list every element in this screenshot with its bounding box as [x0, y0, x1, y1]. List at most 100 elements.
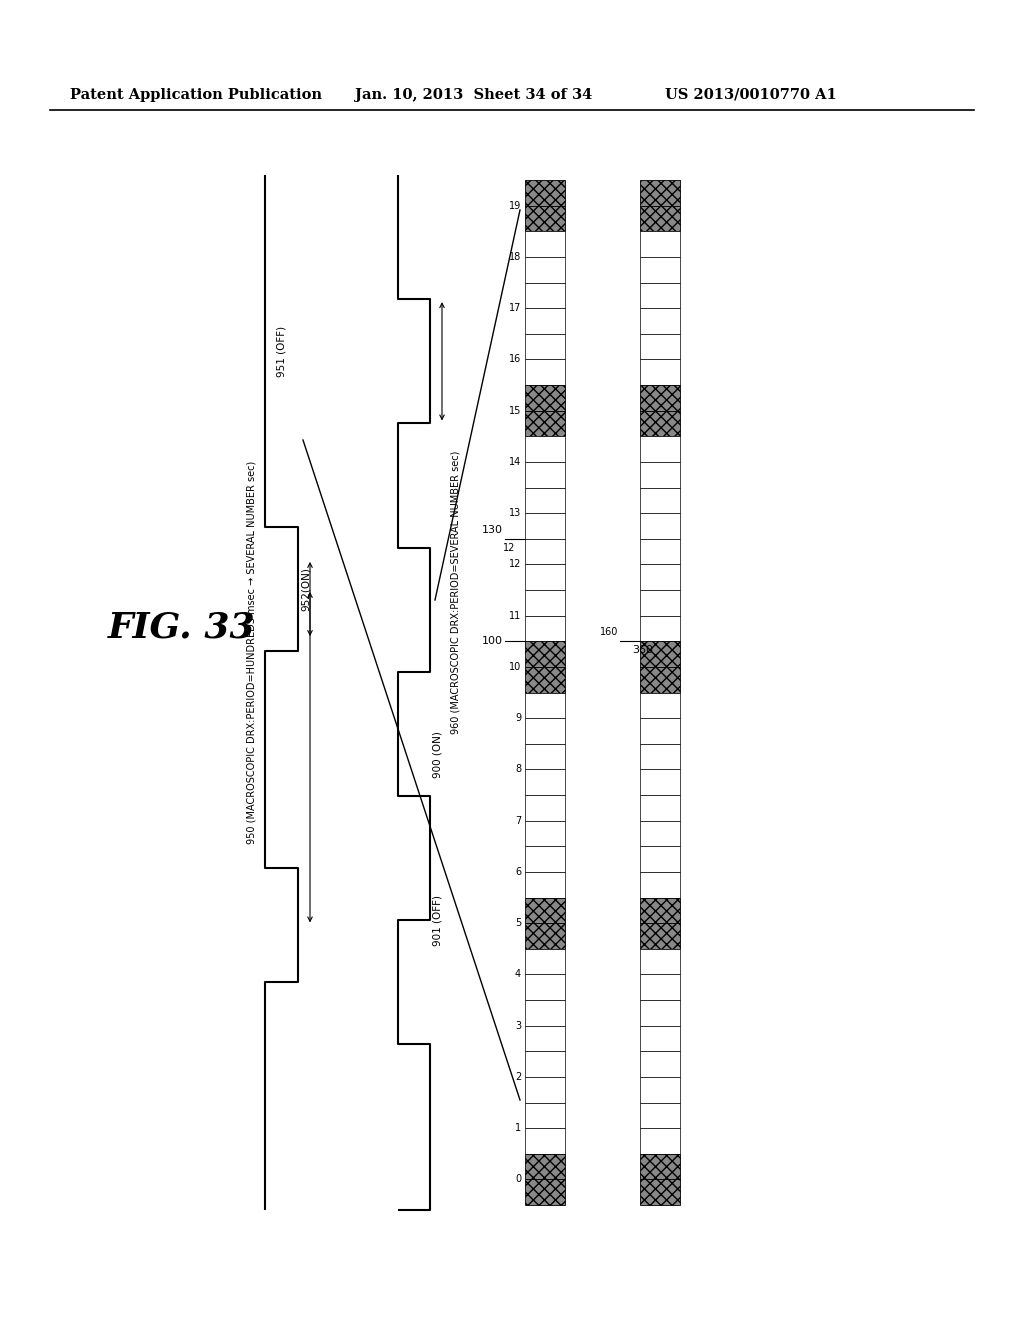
Bar [640, 308, 680, 334]
Bar [640, 231, 680, 257]
Bar [525, 513, 565, 539]
Text: 951 (OFF): 951 (OFF) [276, 326, 287, 376]
Bar [525, 1179, 565, 1205]
Bar [525, 1154, 565, 1179]
Bar [525, 1001, 565, 1026]
Bar [525, 743, 565, 770]
Text: 960 (MACROSCOPIC DRX:PERIOD=SEVERAL NUMBER sec): 960 (MACROSCOPIC DRX:PERIOD=SEVERAL NUMB… [450, 451, 460, 734]
Text: 18: 18 [509, 252, 521, 261]
Bar [640, 1154, 680, 1179]
Bar [640, 693, 680, 718]
Text: 2: 2 [515, 1072, 521, 1082]
Bar [640, 590, 680, 615]
Bar [640, 180, 680, 206]
Text: 901 (OFF): 901 (OFF) [433, 895, 443, 945]
Text: 17: 17 [509, 304, 521, 313]
Bar [640, 923, 680, 949]
Text: Jan. 10, 2013  Sheet 34 of 34: Jan. 10, 2013 Sheet 34 of 34 [355, 88, 592, 102]
Bar [640, 513, 680, 539]
Text: 12: 12 [509, 560, 521, 569]
Bar [525, 1077, 565, 1102]
Text: 360: 360 [632, 645, 653, 655]
Bar [525, 206, 565, 231]
Bar [640, 462, 680, 487]
Bar [640, 1026, 680, 1051]
Text: 6: 6 [515, 867, 521, 876]
Bar [525, 642, 565, 667]
Text: 5: 5 [515, 919, 521, 928]
Bar [525, 282, 565, 308]
Bar [525, 539, 565, 565]
Text: 11: 11 [509, 611, 521, 620]
Bar [640, 718, 680, 743]
Bar [525, 257, 565, 282]
Bar [525, 667, 565, 693]
Bar [640, 487, 680, 513]
Bar [525, 1102, 565, 1129]
Bar [640, 795, 680, 821]
Bar [640, 385, 680, 411]
Text: Patent Application Publication: Patent Application Publication [70, 88, 322, 102]
Bar [525, 411, 565, 436]
Bar [525, 1129, 565, 1154]
Bar [525, 974, 565, 1001]
Bar [525, 693, 565, 718]
Bar [640, 282, 680, 308]
Bar [525, 462, 565, 487]
Bar [525, 308, 565, 334]
Bar [640, 743, 680, 770]
Bar [640, 898, 680, 923]
Bar [640, 539, 680, 565]
Bar [525, 590, 565, 615]
Text: US 2013/0010770 A1: US 2013/0010770 A1 [665, 88, 837, 102]
Text: 100: 100 [482, 636, 503, 647]
Bar [525, 770, 565, 795]
Bar [640, 359, 680, 385]
Bar [640, 411, 680, 436]
Bar [640, 1102, 680, 1129]
Text: 130: 130 [482, 525, 503, 535]
Bar [525, 385, 565, 411]
Bar [640, 949, 680, 974]
Bar [525, 615, 565, 642]
Text: 160: 160 [600, 627, 618, 638]
Text: 900 (ON): 900 (ON) [433, 731, 443, 777]
Text: 0: 0 [515, 1175, 521, 1184]
Bar [640, 615, 680, 642]
Bar [525, 436, 565, 462]
Bar [525, 923, 565, 949]
Bar [640, 1179, 680, 1205]
Bar [640, 1077, 680, 1102]
Bar [525, 180, 565, 206]
Bar [525, 231, 565, 257]
Bar [525, 334, 565, 359]
Bar [525, 1026, 565, 1051]
Bar [640, 334, 680, 359]
Text: 9: 9 [515, 713, 521, 723]
Bar [525, 949, 565, 974]
Text: 950 (MACROSCOPIC DRX:PERIOD=HUNDREDS msec → SEVERAL NUMBER sec): 950 (MACROSCOPIC DRX:PERIOD=HUNDREDS mse… [247, 461, 257, 843]
Bar [525, 795, 565, 821]
Bar [640, 565, 680, 590]
Text: FIG. 33: FIG. 33 [108, 610, 256, 644]
Bar [525, 846, 565, 873]
Bar [525, 565, 565, 590]
Text: 952(ON): 952(ON) [301, 568, 311, 611]
Text: 14: 14 [509, 457, 521, 467]
Bar [640, 770, 680, 795]
Text: 12: 12 [503, 543, 515, 553]
Bar [525, 1051, 565, 1077]
Bar [525, 898, 565, 923]
Bar [640, 873, 680, 898]
Bar [525, 873, 565, 898]
Text: 10: 10 [509, 661, 521, 672]
Bar [525, 359, 565, 385]
Text: 3: 3 [515, 1020, 521, 1031]
Text: 1: 1 [515, 1123, 521, 1133]
Bar [640, 667, 680, 693]
Bar [640, 1129, 680, 1154]
Bar [525, 821, 565, 846]
Bar [640, 846, 680, 873]
Bar [640, 206, 680, 231]
Text: 8: 8 [515, 764, 521, 775]
